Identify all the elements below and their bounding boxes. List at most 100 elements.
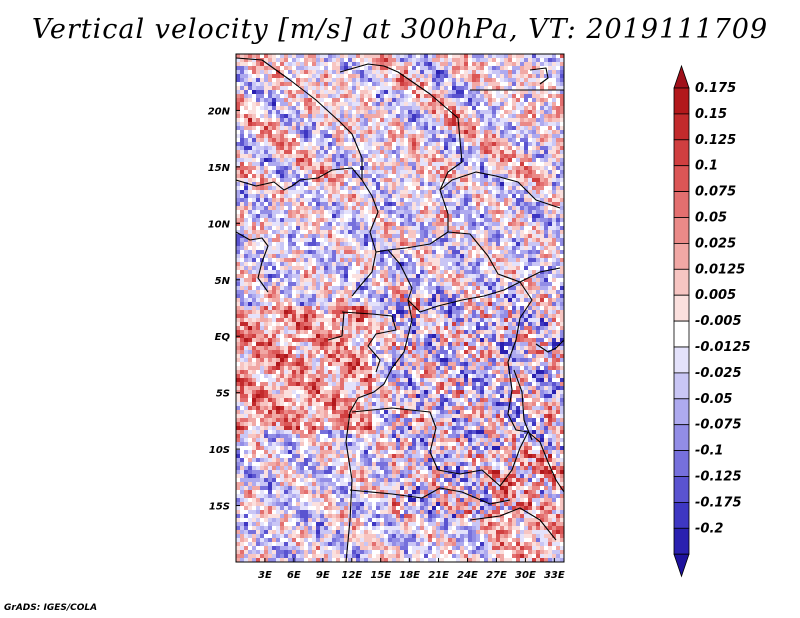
field-cell [380, 238, 385, 243]
field-cell [380, 54, 385, 59]
field-cell [304, 62, 309, 67]
field-cell [272, 230, 277, 235]
field-cell [456, 134, 461, 139]
field-cell [352, 226, 357, 231]
field-cell [276, 110, 281, 115]
field-cell [448, 162, 453, 167]
field-cell [360, 98, 365, 103]
field-cell [524, 282, 529, 287]
field-cell [444, 190, 449, 195]
field-cell [492, 206, 497, 211]
field-cell [444, 186, 449, 191]
field-cell [476, 86, 481, 91]
field-cell [432, 166, 437, 171]
field-cell [484, 78, 489, 83]
field-cell [476, 290, 481, 295]
field-cell [252, 166, 257, 171]
field-cell [412, 210, 417, 215]
field-cell [560, 222, 564, 227]
field-cell [448, 82, 453, 87]
field-cell [280, 58, 285, 63]
field-cell [336, 278, 341, 283]
field-cell [544, 118, 549, 123]
field-cell [356, 294, 361, 299]
field-cell [312, 250, 317, 255]
field-cell [488, 222, 493, 227]
field-cell [492, 130, 497, 135]
field-cell [500, 130, 505, 135]
field-cell [380, 66, 385, 71]
field-cell [300, 126, 305, 131]
field-cell [396, 82, 401, 87]
field-cell [252, 146, 257, 151]
field-cell [416, 114, 421, 119]
field-cell [324, 138, 329, 143]
field-cell [304, 110, 309, 115]
field-cell [476, 98, 481, 103]
field-cell [480, 226, 485, 231]
field-cell [236, 70, 241, 75]
field-cell [436, 70, 441, 75]
field-cell [440, 210, 445, 215]
field-cell [296, 142, 301, 147]
field-cell [424, 178, 429, 183]
field-cell [400, 210, 405, 215]
field-cell [316, 242, 321, 247]
field-cell [464, 274, 469, 279]
field-cell [400, 194, 405, 199]
field-cell [432, 242, 437, 247]
field-cell [452, 238, 457, 243]
field-cell [356, 90, 361, 95]
field-cell [560, 190, 564, 195]
field-cell [356, 166, 361, 171]
field-cell [488, 114, 493, 119]
field-cell [424, 74, 429, 79]
field-cell [420, 258, 425, 263]
field-cell [448, 130, 453, 135]
field-cell [380, 130, 385, 135]
field-cell [404, 226, 409, 231]
field-cell [432, 182, 437, 187]
field-cell [340, 278, 345, 283]
field-cell [560, 226, 564, 231]
field-cell [296, 94, 301, 99]
field-cell [272, 150, 277, 155]
field-cell [272, 266, 277, 271]
field-cell [316, 250, 321, 255]
field-cell [500, 102, 505, 107]
field-cell [328, 262, 333, 267]
field-cell [552, 158, 557, 163]
field-cell [384, 110, 389, 115]
field-cell [460, 222, 465, 227]
field-cell [336, 198, 341, 203]
field-cell [540, 78, 545, 83]
field-cell [416, 98, 421, 103]
field-cell [452, 98, 457, 103]
field-cell [244, 70, 249, 75]
field-cell [352, 166, 357, 171]
field-cell [320, 66, 325, 71]
field-cell [256, 82, 261, 87]
field-cell [540, 130, 545, 135]
field-cell [476, 226, 481, 231]
field-cell [552, 130, 557, 135]
field-cell [368, 186, 373, 191]
field-cell [492, 282, 497, 287]
field-cell [536, 138, 541, 143]
field-cell [408, 222, 413, 227]
field-cell [540, 58, 545, 63]
field-cell [536, 166, 541, 171]
field-cell [328, 94, 333, 99]
field-cell [416, 86, 421, 91]
field-cell [540, 98, 545, 103]
field-cell [524, 182, 529, 187]
field-cell [540, 218, 545, 223]
field-cell [308, 78, 313, 83]
field-cell [280, 122, 285, 127]
field-cell [344, 238, 349, 243]
field-cell [516, 202, 521, 207]
field-cell [464, 294, 469, 299]
field-cell [496, 118, 501, 123]
field-cell [532, 162, 537, 167]
field-cell [460, 286, 465, 291]
